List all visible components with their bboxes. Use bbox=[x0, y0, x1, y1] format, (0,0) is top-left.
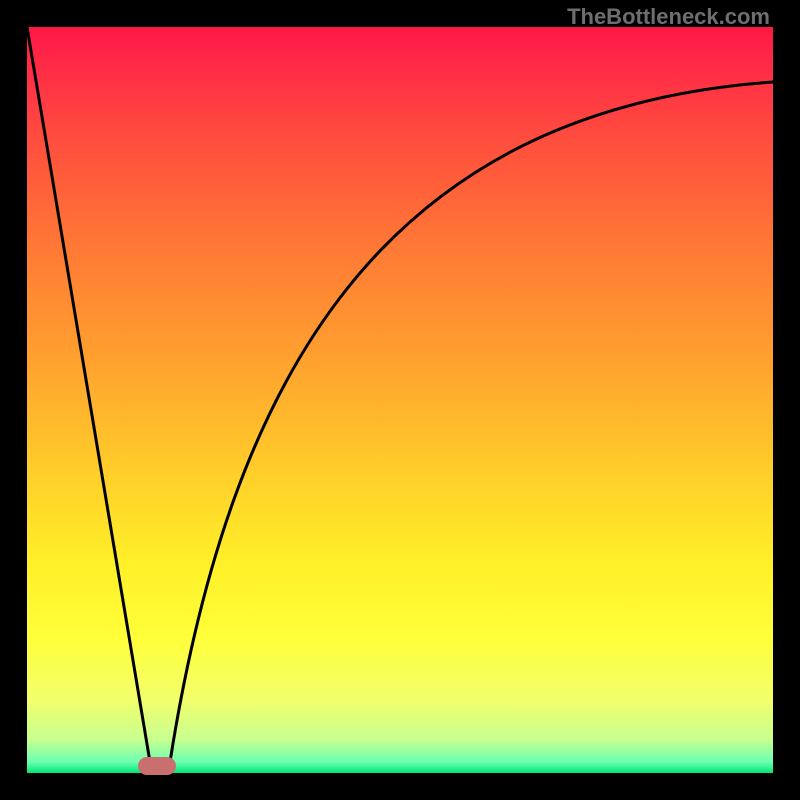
chart-container: TheBottleneck.com bbox=[0, 0, 800, 800]
plot-area bbox=[27, 27, 773, 773]
optimal-point-marker bbox=[138, 757, 176, 775]
watermark-text: TheBottleneck.com bbox=[567, 4, 770, 30]
curve-layer bbox=[27, 27, 773, 773]
